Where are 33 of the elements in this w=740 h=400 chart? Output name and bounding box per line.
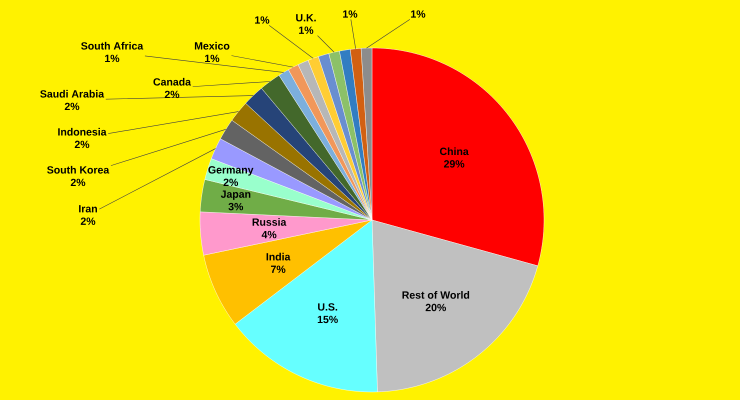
slice-label: Rest of World (402, 291, 470, 299)
slice-label: South Korea (47, 166, 110, 174)
data-label: 2% (80, 217, 96, 225)
data-label: 2% (70, 178, 86, 186)
slice-label: U.K. (296, 14, 316, 22)
slice-label: India (266, 252, 290, 260)
data-label: 20% (426, 304, 446, 312)
data-label: 1% (105, 54, 120, 62)
slice-label: China (440, 147, 469, 156)
slice-label: Germany (208, 166, 254, 176)
slice-label: Iran (79, 205, 97, 212)
data-label: 1% (299, 26, 314, 34)
data-label: 3% (228, 202, 244, 210)
data-label: 4% (262, 230, 276, 238)
data-label: 2% (64, 102, 80, 110)
data-label: 2% (224, 178, 238, 186)
slice-label: Saudi Arabia (40, 90, 104, 98)
slice-label: Russia (252, 218, 286, 226)
slice-label: South Africa (81, 42, 144, 50)
slice-label: Canada (153, 78, 192, 86)
data-label: 2% (74, 140, 90, 148)
data-label: 1% (255, 16, 270, 24)
data-label: 15% (318, 316, 338, 324)
data-label: 1% (411, 10, 426, 18)
slice-label: Indonesia (58, 128, 107, 136)
slice-label: Mexico (194, 42, 230, 50)
data-label: 1% (205, 54, 220, 62)
data-label: 1% (343, 10, 358, 18)
data-label: 29% (444, 160, 464, 168)
slice-label: Japan (220, 190, 250, 200)
data-label: 2% (164, 90, 180, 98)
data-label: 7% (271, 266, 286, 273)
slice-label: U.S. (318, 303, 338, 311)
